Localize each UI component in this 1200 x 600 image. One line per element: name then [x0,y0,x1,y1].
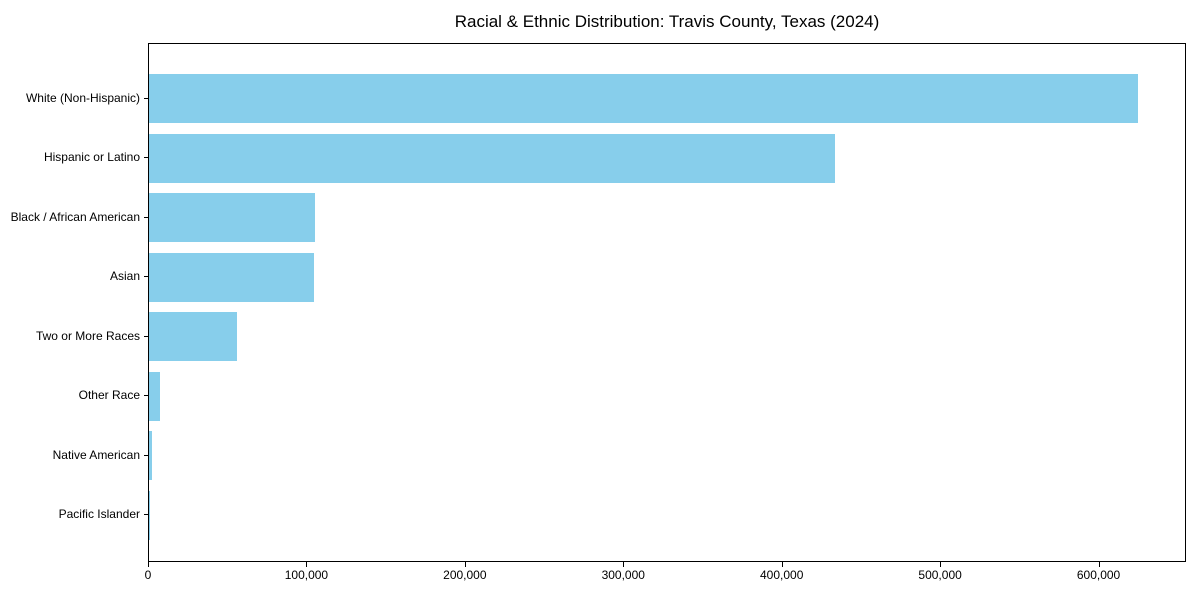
plot-area [148,43,1186,562]
y-tick-label-two-or-more-races: Two or More Races [35,328,140,343]
bar-other-race [149,371,161,421]
bar-white-non-hispanic [149,74,1138,124]
x-tick-label-300-000: 300,000 [601,568,645,582]
y-tick-mark [144,276,149,278]
x-tick-mark [306,562,308,567]
x-tick-mark [781,562,783,567]
x-tick-mark [1098,562,1100,567]
x-tick-label-100-000: 100,000 [284,568,329,582]
x-tick-label-0: 0 [144,568,152,582]
y-tick-mark [144,454,149,456]
y-tick-mark [144,216,149,218]
bar-native-american [149,431,153,481]
y-tick-label-black-african-american: Black / African American [10,209,140,224]
y-tick-label-other-race: Other Race [78,388,140,403]
x-tick-mark [464,562,466,567]
x-tick-label-500-000: 500,000 [918,568,962,582]
y-tick-mark [144,514,149,516]
y-tick-mark [144,97,149,99]
y-tick-label-hispanic-or-latino: Hispanic or Latino [43,150,140,165]
x-tick-label-600-000: 600,000 [1076,568,1121,582]
y-tick-label-asian: Asian [109,269,140,284]
y-tick-mark [144,157,149,159]
y-tick-label-white-non-hispanic: White (Non-Hispanic) [25,90,140,105]
x-tick-label-200-000: 200,000 [443,568,487,582]
x-tick-mark [623,562,625,567]
x-tick-mark [148,562,149,567]
bar-asian [149,252,314,302]
y-tick-mark [144,395,149,397]
bar-pacific-islander [149,490,150,540]
bar-two-or-more-races [149,312,237,362]
y-tick-mark [144,335,149,337]
x-tick-mark [940,562,942,567]
x-tick-label-400-000: 400,000 [759,568,804,582]
chart-title: Racial & Ethnic Distribution: Travis Cou… [454,12,880,31]
bar-hispanic-or-latino [149,133,835,183]
y-tick-label-native-american: Native American [52,447,140,462]
bar-black-african-american [149,193,316,243]
y-tick-label-pacific-islander: Pacific Islander [58,507,140,522]
